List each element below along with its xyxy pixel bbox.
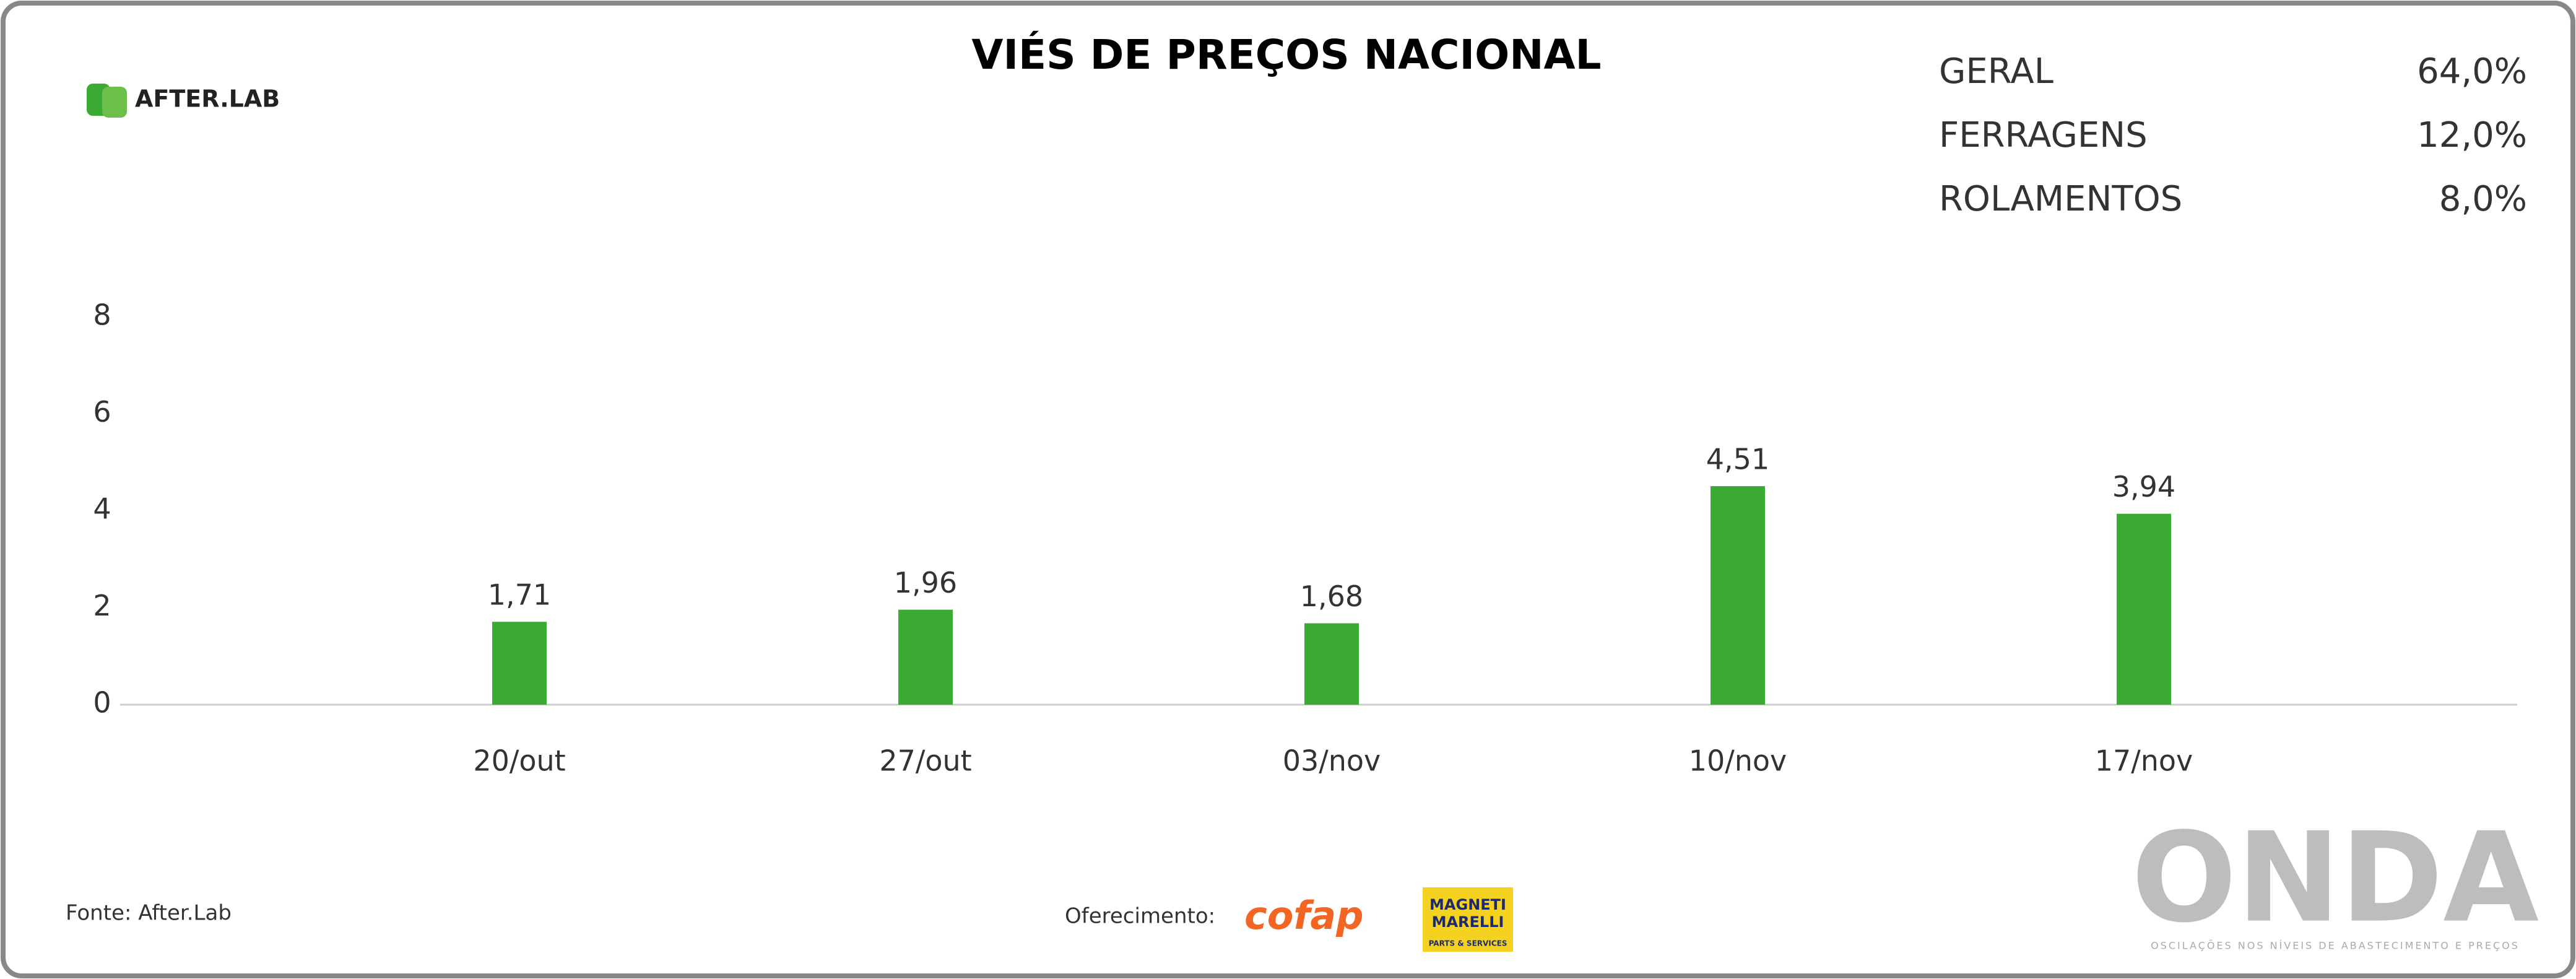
x-tick-label: 03/nov [1283, 744, 1381, 778]
logo-icon [102, 87, 127, 118]
stat-value: 8,0% [2439, 179, 2527, 219]
value-label: 3,94 [2112, 470, 2175, 503]
sponsor-box [1423, 887, 1513, 952]
sponsor-label: Oferecimento: [1065, 904, 1215, 929]
sponsor-cofap: cofap [1244, 893, 1364, 938]
value-label: 1,71 [488, 578, 551, 612]
x-tick-label: 17/nov [2095, 744, 2193, 778]
logo: AFTER.LAB [87, 84, 280, 118]
brand-name: ONDA [2131, 806, 2539, 951]
stat-value: 12,0% [2417, 115, 2527, 155]
value-label: 4,51 [1706, 443, 1769, 476]
y-tick-label: 4 [93, 492, 111, 526]
bar [898, 609, 953, 705]
brand-tagline: OSCILAÇÕES NOS NÍVEIS DE ABASTECIMENTO E… [2151, 940, 2520, 952]
sponsor-sub: PARTS & SERVICES [1429, 939, 1507, 948]
y-tick-label: 6 [93, 395, 111, 429]
x-tick-label: 20/out [473, 744, 565, 778]
x-tick-label: 10/nov [1689, 744, 1787, 778]
stat-value: 64,0% [2417, 51, 2527, 92]
y-tick-label: 8 [93, 298, 111, 332]
stat-label: FERRAGENS [1939, 115, 2148, 155]
value-label: 1,96 [894, 566, 957, 599]
bar [492, 622, 547, 705]
stat-label: GERAL [1939, 51, 2053, 92]
x-tick-label: 27/out [879, 744, 971, 778]
bar [2117, 513, 2171, 705]
bar [1711, 486, 1765, 705]
y-tick-label: 2 [93, 589, 111, 622]
sponsor-magneti: MAGNETI [1429, 896, 1506, 913]
logo-text: AFTER.LAB [135, 85, 280, 113]
source: Fonte: After.Lab [66, 901, 232, 926]
y-tick-label: 0 [93, 686, 111, 720]
value-label: 1,68 [1300, 580, 1363, 613]
stat-label: ROLAMENTOS [1939, 179, 2182, 219]
chart-title: VIÉS DE PREÇOS NACIONAL [971, 30, 1601, 79]
sponsor-marelli: MARELLI [1432, 913, 1504, 931]
bar [1304, 623, 1359, 705]
